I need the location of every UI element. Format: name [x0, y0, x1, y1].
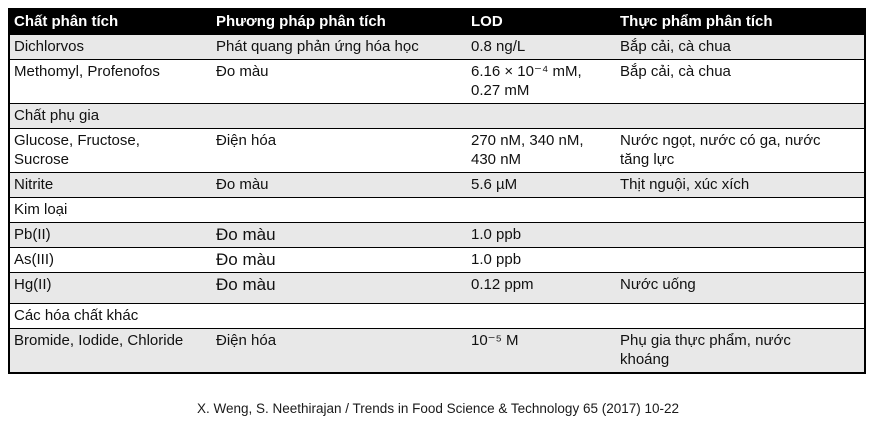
- cell-method: Điện hóa: [216, 332, 277, 349]
- cell-lod: 6.16 × 10⁻⁴ mM, 0.27 mM: [471, 63, 582, 99]
- analyte-table: Chất phân tích Phương pháp phân tích LOD Th…: [8, 8, 866, 374]
- cell-method: Điện hóa: [216, 132, 277, 149]
- section-label: Chất phụ gia: [14, 107, 100, 124]
- cell-food: Bắp cải, cà chua: [620, 63, 731, 80]
- cell-food: Phụ gia thực phẩm, nước khoáng: [620, 332, 791, 368]
- cell-method: Đo màu: [216, 250, 276, 269]
- section-row: Chất phụ gia: [10, 104, 864, 129]
- cell-food: Thịt nguội, xúc xích: [620, 176, 750, 193]
- table-row: Glucose, Fructose, Sucrose Điện hóa 270 nM…: [10, 129, 864, 173]
- cell-food: [616, 223, 864, 247]
- table-row: Hg(II) Đo màu 0.12 ppm Nước uống: [10, 273, 864, 304]
- cell-method: Đo màu: [216, 176, 269, 193]
- section-label: Các hóa chất khác: [14, 307, 139, 324]
- column-header-lod: LOD: [471, 13, 503, 30]
- cell-analyte: Glucose, Fructose, Sucrose: [14, 132, 140, 168]
- column-header-analyte: Chất phân tích: [14, 13, 119, 30]
- table-row: Pb(II) Đo màu 1.0 ppb: [10, 223, 864, 248]
- cell-lod: 1.0 ppb: [471, 226, 522, 243]
- table-row: As(III) Đo màu 1.0 ppb: [10, 248, 864, 273]
- cell-food: Nước uống: [620, 276, 696, 293]
- cell-analyte: Dichlorvos: [14, 38, 85, 55]
- cell-analyte: Methomyl, Profenofos: [14, 63, 160, 80]
- cell-lod: 5.6 µM: [471, 176, 518, 193]
- section-row: Các hóa chất khác: [10, 304, 864, 329]
- cell-lod: 10⁻⁵ M: [471, 332, 519, 349]
- cell-analyte: Nitrite: [14, 176, 54, 193]
- cell-food: Bắp cải, cà chua: [620, 38, 731, 55]
- cell-method: Đo màu: [216, 63, 269, 80]
- table-row: Dichlorvos Phát quang phản ứng hóa học 0.8…: [10, 35, 864, 60]
- cell-analyte: As(III): [14, 251, 54, 268]
- cell-method: Phát quang phản ứng hóa học: [216, 38, 419, 55]
- table-row: Bromide, Iodide, Chloride Điện hóa 10⁻⁵ M P…: [10, 329, 864, 372]
- cell-lod: 0.12 ppm: [471, 276, 534, 293]
- cell-lod: 270 nM, 340 nM, 430 nM: [471, 132, 584, 168]
- table-header-row: Chất phân tích Phương pháp phân tích LOD Th…: [10, 10, 864, 35]
- section-label: Kim loại: [14, 201, 68, 218]
- source-caption: X. Weng, S. Neethirajan / Trends in Food…: [196, 401, 680, 416]
- cell-analyte: Hg(II): [14, 276, 52, 293]
- section-row: Kim loại: [10, 198, 864, 223]
- cell-food: [616, 248, 864, 272]
- cell-analyte: Pb(II): [14, 226, 51, 243]
- cell-method: Đo màu: [216, 225, 276, 244]
- cell-analyte: Bromide, Iodide, Chloride: [14, 332, 184, 349]
- cell-lod: 1.0 ppb: [471, 251, 522, 268]
- table-row: Nitrite Đo màu 5.6 µM Thịt nguội, xúc xích: [10, 173, 864, 198]
- table-body: Dichlorvos Phát quang phản ứng hóa học 0.8…: [10, 35, 864, 372]
- column-header-method: Phương pháp phân tích: [216, 13, 386, 30]
- table-row: Methomyl, Profenofos Đo màu 6.16 × 10⁻⁴ mM…: [10, 60, 864, 104]
- cell-lod: 0.8 ng/L: [471, 38, 526, 55]
- cell-food: Nước ngọt, nước có ga, nước tăng lực: [620, 132, 821, 168]
- column-header-food: Thực phẩm phân tích: [620, 13, 773, 30]
- cell-method: Đo màu: [216, 275, 276, 294]
